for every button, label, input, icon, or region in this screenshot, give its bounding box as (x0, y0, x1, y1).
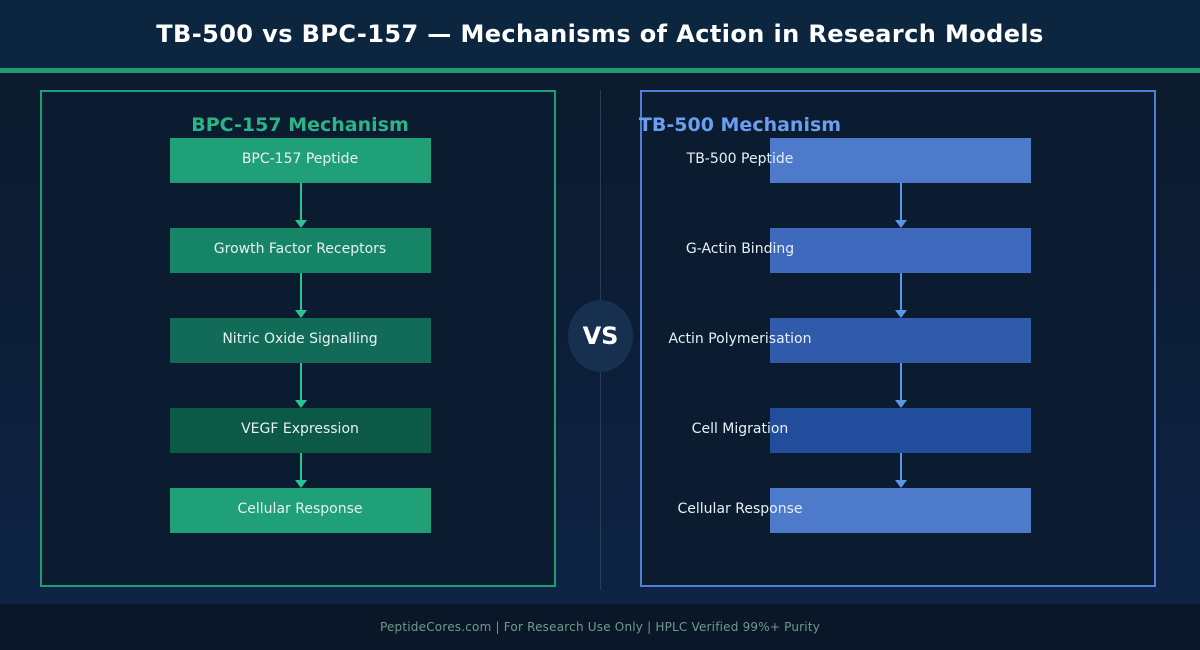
tb500-arrow-down-icon-4 (895, 480, 907, 488)
bpc157-step-label-5: Cellular Response (237, 501, 363, 517)
bpc157-step-box-3 (170, 318, 431, 363)
tb500-step-box-3 (770, 318, 1031, 363)
tb500-step-label-2: G-Actin Binding (685, 241, 795, 257)
bpc157-step-label-2: Growth Factor Receptors (213, 241, 387, 257)
tb500-step-box-2 (770, 228, 1031, 273)
tb500-step-label-3: Actin Polymerisation (668, 331, 812, 347)
bpc157-connector-1 (300, 183, 302, 222)
tb500-panel-title: TB-500 Mechanism (638, 114, 842, 136)
tb500-connector-4 (900, 453, 902, 482)
bpc157-arrow-down-icon-2 (295, 310, 307, 318)
bpc157-step-box-5 (170, 488, 431, 533)
vs-badge: VS (568, 300, 633, 372)
tb500-step-box-1 (770, 138, 1031, 183)
bpc157-arrow-down-icon-4 (295, 480, 307, 488)
bpc157-arrow-down-icon-1 (295, 220, 307, 228)
bpc157-connector-3 (300, 363, 302, 402)
bpc157-step-label-1: BPC-157 Peptide (241, 151, 359, 167)
bpc157-step-box-1 (170, 138, 431, 183)
tb500-connector-2 (900, 273, 902, 312)
bpc157-step-label-3: Nitric Oxide Signalling (222, 331, 378, 347)
bpc157-step-box-2 (170, 228, 431, 273)
footer-text: PeptideCores.com | For Research Use Only… (379, 620, 821, 634)
tb500-arrow-down-icon-1 (895, 220, 907, 228)
tb500-step-label-5: Cellular Response (677, 501, 803, 517)
header-bar: TB-500 vs BPC-157 — Mechanisms of Action… (0, 0, 1200, 68)
tb500-arrow-down-icon-3 (895, 400, 907, 408)
page-title: TB-500 vs BPC-157 — Mechanisms of Action… (156, 20, 1044, 48)
bpc157-arrow-down-icon-3 (295, 400, 307, 408)
tb500-connector-1 (900, 183, 902, 222)
bpc157-connector-2 (300, 273, 302, 312)
bpc157-panel-title: BPC-157 Mechanism (191, 114, 409, 136)
tb500-step-label-1: TB-500 Peptide (686, 151, 794, 167)
bpc157-step-label-4: VEGF Expression (241, 421, 359, 437)
tb500-arrow-down-icon-2 (895, 310, 907, 318)
tb500-step-box-4 (770, 408, 1031, 453)
vs-label: VS (582, 322, 619, 350)
footer-bar: PeptideCores.com | For Research Use Only… (0, 604, 1200, 650)
bpc157-step-box-4 (170, 408, 431, 453)
header-accent-rule (0, 68, 1200, 73)
bpc157-connector-4 (300, 453, 302, 482)
tb500-step-label-4: Cell Migration (691, 421, 789, 437)
tb500-connector-3 (900, 363, 902, 402)
tb500-step-box-5 (770, 488, 1031, 533)
